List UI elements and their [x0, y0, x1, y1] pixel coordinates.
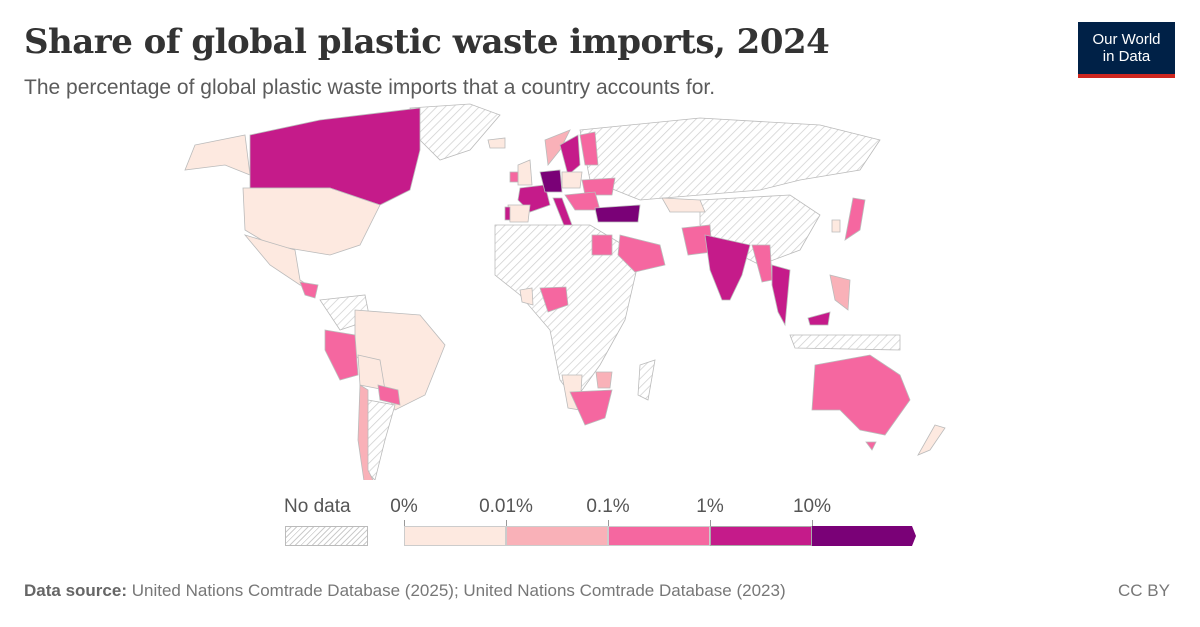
region-indonesia — [789, 334, 901, 351]
license-link[interactable]: CC BY — [1118, 581, 1170, 600]
country-malaysia — [807, 311, 831, 326]
country-portugal — [504, 206, 511, 221]
country-chile — [357, 384, 374, 480]
legend-bin-4[interactable] — [812, 526, 906, 546]
source-label: Data source: — [24, 581, 127, 600]
country-balkans — [564, 191, 601, 211]
country-peru — [324, 329, 359, 381]
source-text[interactable]: United Nations Comtrade Database (2025);… — [131, 581, 786, 600]
world-map[interactable] — [170, 100, 970, 480]
country-spain — [507, 204, 531, 223]
country-ukraine — [581, 177, 616, 196]
legend-label-2: 0.1% — [586, 496, 630, 517]
country-norway — [544, 129, 571, 166]
country-germany — [539, 169, 563, 193]
no-data-label: No data — [284, 496, 351, 517]
country-saudi-arabia — [617, 234, 666, 273]
chart-subtitle: The percentage of global plastic waste i… — [24, 76, 716, 99]
legend-tick — [710, 520, 711, 526]
country-uk — [517, 159, 533, 186]
legend-tick — [506, 520, 507, 526]
country-south-africa — [569, 389, 613, 426]
country-italy — [552, 197, 573, 229]
country-south-korea — [831, 219, 841, 233]
country-poland — [561, 171, 583, 189]
country-usa — [242, 187, 381, 256]
country-sweden — [559, 134, 581, 176]
country-finland — [579, 131, 599, 166]
legend-tick — [608, 520, 609, 526]
country-guatemala — [299, 281, 319, 299]
country-tasmania — [865, 441, 877, 451]
country-nigeria — [539, 286, 569, 313]
country-kazakhstan — [661, 197, 706, 213]
country-greenland — [409, 103, 501, 161]
no-data-swatch[interactable] — [285, 526, 368, 546]
legend-bin-1[interactable] — [506, 526, 608, 546]
country-japan — [844, 197, 866, 241]
data-source: Data source: United Nations Comtrade Dat… — [24, 581, 786, 601]
legend-bin-3[interactable] — [710, 526, 812, 546]
country-ghana — [519, 287, 534, 306]
logo-line-2: in Data — [1102, 48, 1151, 65]
country-paraguay — [377, 384, 401, 406]
logo-line-1: Our World — [1092, 31, 1161, 48]
legend-label-4: 10% — [792, 496, 832, 517]
chart-title: Share of global plastic waste imports, 2… — [24, 22, 830, 62]
country-alaska — [184, 134, 251, 176]
country-zimbabwe — [595, 371, 613, 389]
owid-logo[interactable]: Our World in Data — [1078, 22, 1175, 78]
legend-label-0: 0% — [390, 496, 418, 517]
country-madagascar — [637, 359, 656, 401]
country-new-zealand — [917, 424, 946, 456]
country-thailand — [771, 264, 791, 327]
country-turkey — [594, 204, 641, 223]
legend-label-3: 1% — [696, 496, 724, 517]
legend-tick — [404, 520, 405, 526]
country-philippines — [829, 274, 851, 311]
country-iceland — [487, 137, 506, 149]
legend-bin-2[interactable] — [608, 526, 710, 546]
country-egypt — [591, 234, 613, 256]
legend-tick — [812, 520, 813, 526]
region-russia — [579, 117, 881, 201]
country-argentina — [364, 399, 396, 480]
country-myanmar — [751, 244, 773, 283]
legend-label-1: 0.01% — [479, 496, 533, 517]
legend-arrow-icon — [906, 526, 916, 546]
country-australia — [811, 354, 911, 436]
country-ireland — [509, 171, 519, 183]
country-india — [704, 234, 751, 301]
legend-bin-0[interactable] — [404, 526, 506, 546]
